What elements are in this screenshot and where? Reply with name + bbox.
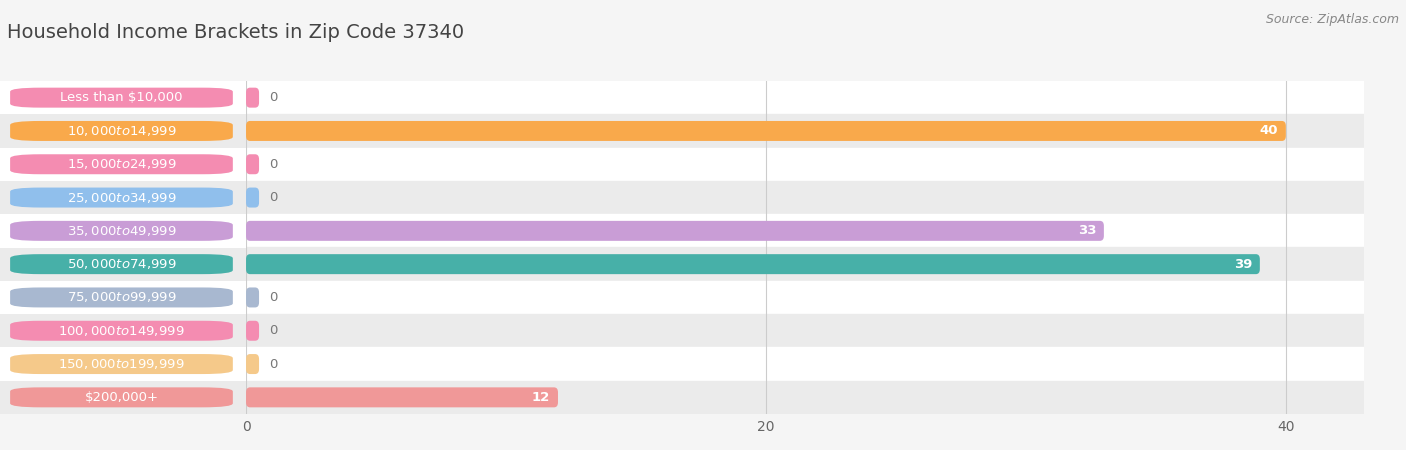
- Text: Less than $10,000: Less than $10,000: [60, 91, 183, 104]
- Text: 0: 0: [270, 358, 278, 370]
- Text: 40: 40: [1260, 125, 1278, 137]
- Bar: [246, 314, 1364, 347]
- Text: $35,000 to $49,999: $35,000 to $49,999: [66, 224, 176, 238]
- FancyBboxPatch shape: [246, 321, 259, 341]
- Text: $150,000 to $199,999: $150,000 to $199,999: [58, 357, 184, 371]
- Text: 12: 12: [531, 391, 550, 404]
- FancyBboxPatch shape: [10, 154, 233, 174]
- FancyBboxPatch shape: [10, 354, 233, 374]
- Text: $200,000+: $200,000+: [84, 391, 159, 404]
- Text: $25,000 to $34,999: $25,000 to $34,999: [66, 190, 176, 205]
- FancyBboxPatch shape: [246, 354, 259, 374]
- FancyBboxPatch shape: [246, 221, 1104, 241]
- Bar: [246, 248, 1364, 281]
- Text: 39: 39: [1233, 258, 1253, 270]
- Text: $75,000 to $99,999: $75,000 to $99,999: [66, 290, 176, 305]
- FancyBboxPatch shape: [246, 121, 1286, 141]
- FancyBboxPatch shape: [246, 88, 259, 108]
- Text: $100,000 to $149,999: $100,000 to $149,999: [58, 324, 184, 338]
- Bar: [246, 148, 1364, 181]
- Bar: [246, 347, 1364, 381]
- Text: Household Income Brackets in Zip Code 37340: Household Income Brackets in Zip Code 37…: [7, 22, 464, 41]
- Text: 33: 33: [1077, 225, 1097, 237]
- Text: Source: ZipAtlas.com: Source: ZipAtlas.com: [1265, 14, 1399, 27]
- Bar: [246, 181, 1364, 214]
- FancyBboxPatch shape: [246, 288, 259, 307]
- Text: 0: 0: [270, 91, 278, 104]
- FancyBboxPatch shape: [10, 288, 233, 307]
- Text: 0: 0: [270, 158, 278, 171]
- FancyBboxPatch shape: [246, 387, 558, 407]
- FancyBboxPatch shape: [10, 254, 233, 274]
- FancyBboxPatch shape: [10, 188, 233, 207]
- Text: 0: 0: [270, 191, 278, 204]
- Text: $50,000 to $74,999: $50,000 to $74,999: [66, 257, 176, 271]
- Text: 0: 0: [270, 291, 278, 304]
- FancyBboxPatch shape: [246, 188, 259, 207]
- Bar: [246, 214, 1364, 248]
- Text: $10,000 to $14,999: $10,000 to $14,999: [66, 124, 176, 138]
- FancyBboxPatch shape: [246, 254, 1260, 274]
- FancyBboxPatch shape: [10, 321, 233, 341]
- FancyBboxPatch shape: [10, 387, 233, 407]
- Bar: [246, 281, 1364, 314]
- Text: $15,000 to $24,999: $15,000 to $24,999: [66, 157, 176, 171]
- FancyBboxPatch shape: [246, 154, 259, 174]
- FancyBboxPatch shape: [10, 88, 233, 108]
- Bar: [246, 381, 1364, 414]
- FancyBboxPatch shape: [10, 121, 233, 141]
- Bar: [246, 114, 1364, 148]
- Bar: [246, 81, 1364, 114]
- FancyBboxPatch shape: [10, 221, 233, 241]
- Text: 0: 0: [270, 324, 278, 337]
